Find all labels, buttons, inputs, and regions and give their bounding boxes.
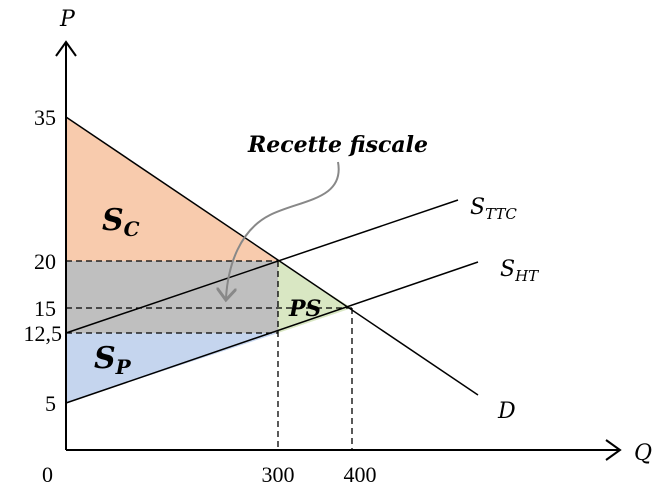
curve-symbol: S <box>470 195 485 220</box>
supply-ht-curve <box>65 261 479 404</box>
consumer-surplus-label: SC <box>102 203 140 241</box>
demand-curve <box>65 116 479 396</box>
curve-symbol: S <box>500 257 515 282</box>
area-symbol: S <box>94 341 116 376</box>
supply-ttc-label: STTC <box>470 195 517 223</box>
x-tick-label: 300 <box>262 462 295 487</box>
area-subscript: P <box>115 355 132 379</box>
curve-subscript: TTC <box>485 205 517 223</box>
y-tick-label: 15 <box>34 296 56 321</box>
supply-ttc-curve <box>65 199 459 334</box>
y-tick-label: 12,5 <box>24 321 63 346</box>
deadweight-loss-label: PS <box>288 296 321 322</box>
x-axis-label: Q <box>634 441 652 466</box>
area-subscript: C <box>124 217 140 241</box>
y-axis-arrow <box>55 40 77 57</box>
y-tick-label: 20 <box>34 249 56 274</box>
y-tick-label: 35 <box>34 105 56 130</box>
curve-subscript: HT <box>514 267 539 285</box>
annotation: Recette fiscale <box>247 132 428 158</box>
annotation-arrow <box>226 161 340 298</box>
x-axis-arrow <box>605 439 622 461</box>
producer-surplus-label: SP <box>94 341 132 379</box>
origin-label: 0 <box>42 462 53 487</box>
guide-lines <box>66 260 353 450</box>
x-tick-label: 400 <box>344 462 377 487</box>
y-axis-label: P <box>59 7 76 32</box>
demand-label: D <box>497 399 516 424</box>
deadweight-loss-area <box>278 261 352 333</box>
area-symbol: S <box>102 203 124 238</box>
y-tick-label: 5 <box>45 391 56 416</box>
supply-ht-label: SHT <box>500 257 539 285</box>
